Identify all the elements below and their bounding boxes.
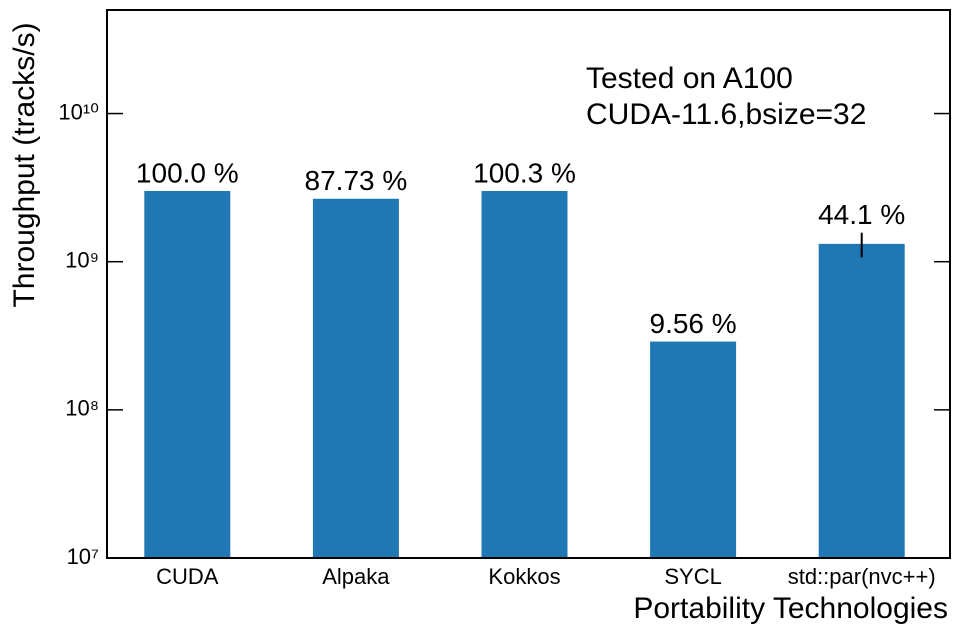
bar-label: 9.56 %: [650, 308, 737, 339]
y-axis-label: Throughput (tracks/s): [8, 22, 41, 307]
y-tick-label: 10⁹: [65, 248, 99, 273]
bar-label: 44.1 %: [818, 199, 905, 230]
bar: [818, 243, 905, 558]
bar: [481, 191, 568, 558]
y-tick-label: 10⁸: [65, 396, 99, 421]
x-tick-label: std::par(nvc++): [788, 564, 936, 589]
x-tick-label: Kokkos: [488, 564, 560, 589]
plot-frame: [106, 9, 951, 559]
x-axis-label: Portability Technologies: [633, 592, 948, 625]
annotation: CUDA-11.6,bsize=32: [586, 98, 866, 131]
bar-label: 100.0 %: [136, 157, 239, 188]
bar: [312, 198, 399, 558]
bar-label: 87.73 %: [305, 165, 408, 196]
y-tick-label: 10⁷: [67, 544, 99, 569]
x-tick-label: CUDA: [156, 564, 219, 589]
x-tick-label: Alpaka: [322, 564, 390, 589]
x-tick-label: SYCL: [664, 564, 721, 589]
bar: [650, 341, 737, 558]
bar: [144, 191, 231, 558]
y-tick-label: 10¹⁰: [58, 99, 99, 124]
bar-label: 100.3 %: [473, 157, 576, 188]
annotation: Tested on A100: [586, 62, 793, 95]
